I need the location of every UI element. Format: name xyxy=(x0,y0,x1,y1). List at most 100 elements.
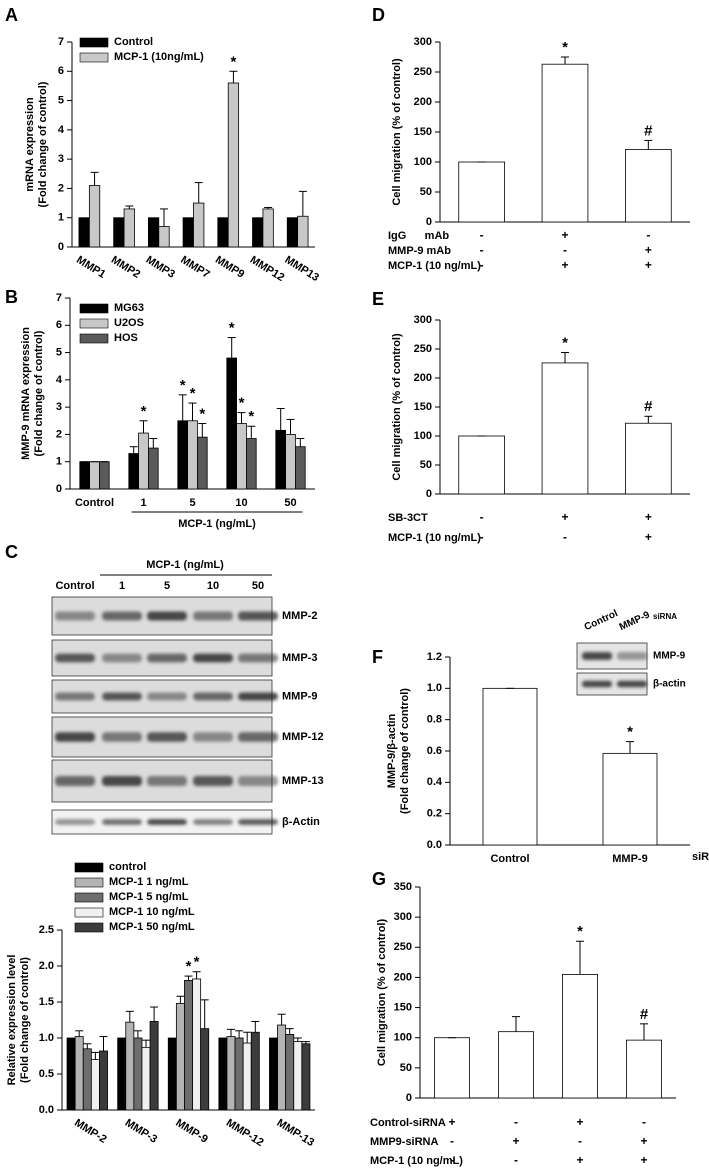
legend-label: HOS xyxy=(114,332,138,344)
bar xyxy=(218,1037,228,1111)
significance-mark: # xyxy=(640,1006,649,1023)
y-axis-label: mRNA expression xyxy=(24,97,36,192)
bar xyxy=(88,185,101,248)
blot-band xyxy=(193,732,233,742)
bar xyxy=(192,978,202,1111)
panel-letter: C xyxy=(5,542,18,562)
bar xyxy=(242,1042,252,1111)
y-axis-label: MMP-9 mRNA expression xyxy=(20,327,32,460)
bar xyxy=(99,1050,108,1111)
y-tick-label: 3 xyxy=(58,153,64,165)
treatment-mark: - xyxy=(480,258,484,272)
bar xyxy=(275,429,286,490)
y-tick-label: 300 xyxy=(414,36,432,48)
treatment-mark: + xyxy=(561,228,568,242)
x-tick-label: 50 xyxy=(284,497,296,509)
y-tick-label: 4 xyxy=(56,374,63,386)
treatment-mark: - xyxy=(480,243,484,257)
blot-band xyxy=(102,653,142,663)
significance-mark: * xyxy=(180,377,186,394)
blot-band xyxy=(147,775,187,787)
bar xyxy=(200,1028,210,1111)
treatment-mark: - xyxy=(450,1153,454,1167)
treatment-mark: + xyxy=(448,1115,455,1129)
legend-label: control xyxy=(109,861,146,873)
legend-swatch xyxy=(74,862,104,873)
legend-label: MCP-1 1 ng/mL xyxy=(109,876,189,888)
bar xyxy=(133,1037,143,1111)
lane-label: Control xyxy=(55,580,94,592)
inset-band xyxy=(617,680,647,688)
bar xyxy=(234,1037,244,1111)
treatment-label: MCP-1 (10 ng/mL) xyxy=(388,532,481,544)
bar xyxy=(250,1031,260,1111)
significance-mark: * xyxy=(190,385,196,402)
blot-band xyxy=(238,653,278,663)
bar xyxy=(149,1021,159,1111)
blot-band xyxy=(193,611,233,621)
bar xyxy=(458,161,505,223)
bar xyxy=(541,63,589,223)
y-tick-label: 1.0 xyxy=(39,1032,54,1044)
bar xyxy=(252,217,264,248)
bar xyxy=(217,217,229,248)
panel-letter: G xyxy=(372,869,386,889)
significance-mark: # xyxy=(644,122,653,139)
y-tick-label: 50 xyxy=(420,459,432,471)
bar xyxy=(285,434,296,490)
y-tick-label: 150 xyxy=(414,126,432,138)
treatment-mark: + xyxy=(561,258,568,272)
y-tick-label: 50 xyxy=(420,186,432,198)
x-axis-suffix: siRNA xyxy=(692,851,709,863)
bar xyxy=(458,435,505,495)
y-axis-label: Cell migration (% of control) xyxy=(376,919,388,1067)
bar xyxy=(177,420,189,490)
significance-mark: * xyxy=(248,408,254,425)
y-axis-label: Cell migration (% of control) xyxy=(391,333,403,481)
treatment-mark: - xyxy=(480,510,484,524)
bar xyxy=(277,1024,287,1111)
lane-label: 10 xyxy=(207,580,219,592)
bar xyxy=(90,1059,100,1111)
treatment-label: MMP9-siRNA xyxy=(370,1136,439,1148)
bar xyxy=(128,453,140,490)
y-axis-label: (Fold change of control) xyxy=(33,330,45,456)
y-tick-label: 0.4 xyxy=(427,776,443,788)
bar xyxy=(113,217,125,248)
bar xyxy=(236,423,247,490)
treatment-mark: - xyxy=(480,530,484,544)
treatment-mark: + xyxy=(561,510,568,524)
blot-band xyxy=(55,819,95,825)
legend-label: MCP-1 (10ng/mL) xyxy=(114,51,204,63)
treatment-label: SB-3CT xyxy=(388,512,428,524)
legend-label: Control xyxy=(114,36,153,48)
bar xyxy=(285,1034,295,1111)
bar xyxy=(227,82,240,248)
bar xyxy=(293,1041,303,1111)
blot-band xyxy=(102,819,142,825)
lane-label: 5 xyxy=(164,580,170,592)
bar xyxy=(625,422,672,495)
treatment-mark: - xyxy=(514,1115,518,1129)
bar xyxy=(141,1046,151,1111)
x-tick-label: 10 xyxy=(235,497,247,509)
x-tick-label: Control xyxy=(75,497,114,509)
y-tick-label: 0 xyxy=(406,1092,412,1104)
treatment-mark: + xyxy=(576,1153,583,1167)
significance-mark: * xyxy=(229,320,235,337)
bar xyxy=(625,148,672,223)
y-tick-label: 50 xyxy=(400,1062,412,1074)
y-tick-label: 150 xyxy=(394,1001,412,1013)
y-tick-label: 0 xyxy=(426,216,432,228)
bar xyxy=(226,1036,236,1111)
bar xyxy=(482,687,538,846)
bar xyxy=(196,436,208,490)
y-tick-label: 1.2 xyxy=(427,651,442,663)
treatment-mark: + xyxy=(645,510,652,524)
bar xyxy=(167,1037,177,1111)
bar xyxy=(187,420,198,490)
bar xyxy=(117,1037,127,1111)
legend-label: MCP-1 50 ng/mL xyxy=(109,921,195,933)
lane-label: 1 xyxy=(119,580,125,592)
